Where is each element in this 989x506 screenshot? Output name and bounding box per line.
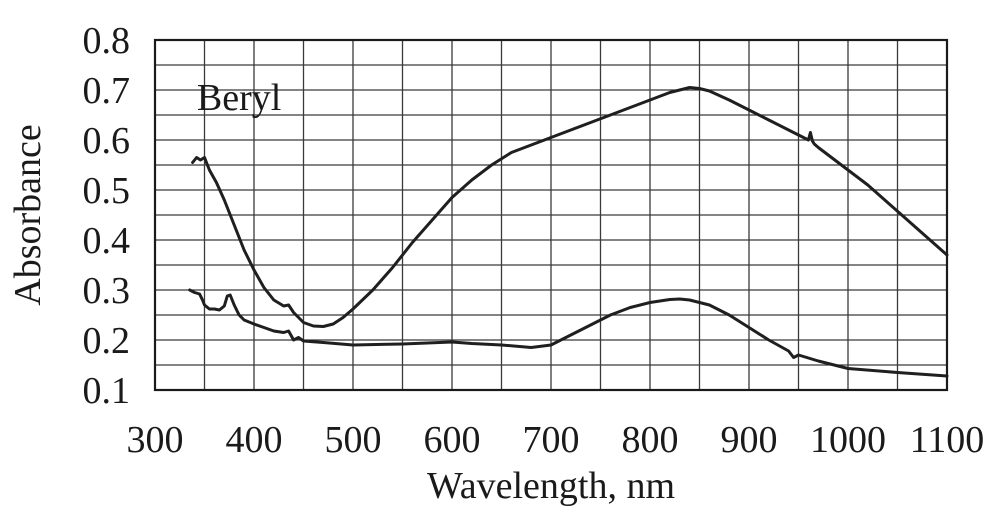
y-tick-label: 0.8 (83, 20, 131, 62)
x-tick-label: 1100 (910, 419, 985, 461)
series-layer (188, 86, 949, 378)
y-tick-label: 0.5 (83, 170, 131, 212)
y-tick-label: 0.4 (83, 220, 131, 262)
y-tick-label: 0.6 (83, 120, 131, 162)
x-axis-title: Wavelength, nm (427, 465, 675, 506)
plot-frame (153, 38, 949, 392)
x-tick-label: 500 (325, 419, 382, 461)
grid-lines (155, 40, 947, 390)
y-tick-label: 0.7 (83, 70, 131, 112)
y-axis-title: Absorbance (7, 124, 49, 305)
series-line-1 (191, 86, 949, 328)
annotation-label: Beryl (197, 77, 281, 119)
x-tick-label: 600 (424, 419, 481, 461)
y-tick-label: 0.2 (83, 320, 131, 362)
x-tick-labels: 300 400 500 600 700 800 900 1000 1100 (127, 419, 985, 461)
x-tick-label: 700 (523, 419, 580, 461)
annotations: Beryl (197, 77, 281, 119)
x-tick-label: 800 (622, 419, 679, 461)
x-tick-label: 1000 (810, 419, 886, 461)
x-tick-label: 400 (226, 419, 283, 461)
y-tick-label: 0.1 (83, 370, 131, 412)
x-tick-label: 900 (721, 419, 778, 461)
y-tick-labels: 0.1 0.2 0.3 0.4 0.5 0.6 0.7 0.8 (83, 20, 131, 412)
y-tick-label: 0.3 (83, 270, 131, 312)
series-line-2 (188, 288, 949, 378)
x-tick-label: 300 (127, 419, 184, 461)
